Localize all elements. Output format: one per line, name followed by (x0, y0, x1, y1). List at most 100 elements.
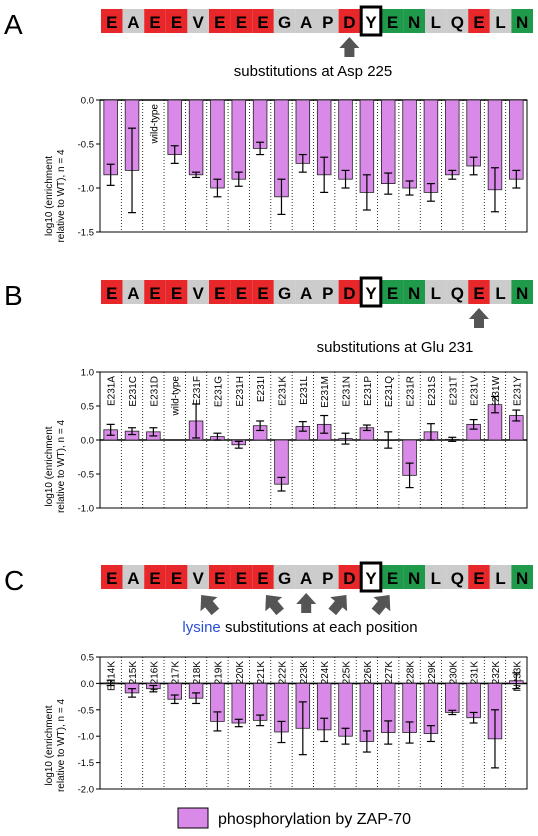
arrow-icon (339, 37, 360, 57)
residue-letter: L (495, 569, 505, 588)
y-tick-label: 0.0 (81, 436, 94, 447)
residue-box (101, 565, 123, 589)
error-bar (298, 701, 307, 756)
bar (466, 99, 481, 167)
residue-letter: E (149, 569, 160, 588)
residue-box (230, 9, 253, 33)
tick-label: E231S (427, 376, 438, 406)
tick-label: N233K (512, 661, 523, 692)
residue-box (338, 280, 361, 304)
error-bar (469, 711, 478, 724)
error-bar (149, 427, 158, 437)
residue-box (230, 280, 253, 304)
tick-label: N228K (406, 661, 417, 692)
arrow-up-icon (339, 37, 360, 57)
residue-letter: E (106, 569, 117, 588)
arrow-icon (200, 595, 220, 616)
y-axis-label-line2: relative to WT), n = 4 (56, 699, 67, 793)
bar (338, 99, 353, 180)
residue-box (511, 280, 533, 304)
error-bar (213, 432, 222, 441)
y-axis-label-line2: relative to WT), n = 4 (56, 149, 67, 243)
residue-letter: E (106, 13, 117, 32)
residue-box (252, 280, 274, 304)
residue-letter: E (257, 569, 268, 588)
tick-label: E231F (192, 376, 203, 405)
y-axis-label-line1: log10 (enrichment (44, 426, 55, 506)
tick-label: E231K (277, 376, 288, 406)
error-bar (192, 171, 201, 179)
y-axis-label-line1: log10 (enrichment (44, 156, 55, 236)
y-axis-label-line2: relative to WT), n = 4 (56, 420, 67, 514)
bar (509, 99, 524, 180)
residue-letter: P (322, 13, 333, 32)
tick-label: E231Q (384, 376, 395, 407)
residue-box (425, 565, 447, 589)
tick-label: E227K (384, 661, 395, 691)
residue-box (122, 565, 145, 589)
residue-box (468, 280, 490, 304)
legend-label: phosphorylation by ZAP-70 (218, 811, 411, 828)
error-bar (362, 174, 371, 211)
arrow-upleft-icon (200, 595, 220, 616)
error-bar (448, 436, 457, 442)
caption: lysine substitutions at each position (182, 619, 417, 636)
error-bar (490, 395, 499, 414)
residue-letter: L (431, 284, 441, 303)
residue-letter: E (171, 569, 182, 588)
residue-box (425, 280, 447, 304)
residue-box (489, 280, 512, 304)
residue-box (360, 565, 382, 589)
tick-label: D225K (342, 661, 353, 692)
residue-box (403, 9, 425, 33)
error-bar (341, 169, 350, 189)
residue-letter: E (171, 13, 182, 32)
arrow-up-icon (469, 308, 489, 328)
error-bar (149, 684, 158, 693)
tick-label: E231C (128, 376, 139, 407)
residue-box (252, 9, 274, 33)
residue-letter: A (300, 569, 312, 588)
residue-letter: E (149, 284, 160, 303)
bar (252, 99, 268, 149)
residue-letter: E (149, 13, 160, 32)
residue-letter: E (473, 284, 484, 303)
residue-letter: N (516, 284, 528, 303)
tick-label: P224K (320, 661, 331, 691)
residue-letter: Y (365, 284, 377, 303)
residue-box (273, 565, 296, 589)
error-bar (426, 725, 435, 743)
bar (231, 683, 247, 724)
error-bar (426, 183, 435, 202)
y-tick-label: -1.5 (78, 758, 94, 769)
error-bar (128, 427, 137, 436)
tick-label: V218K (192, 661, 203, 691)
error-bar (170, 694, 179, 705)
error-bar (320, 717, 329, 743)
error-bar (448, 709, 457, 716)
residue-letter: A (127, 569, 139, 588)
tick-label: L229K (427, 661, 438, 690)
residue-box (360, 9, 382, 33)
tick-label: E231N (342, 376, 353, 407)
error-bar (256, 141, 265, 156)
arrow-icon (328, 595, 348, 616)
tick-label: E231M (320, 376, 331, 408)
tick-label: E214K (107, 661, 118, 691)
bar (423, 99, 439, 193)
tick-label: E231K (470, 661, 481, 691)
y-tick-label: 0.5 (81, 402, 94, 413)
residue-letter: D (343, 569, 355, 588)
error-bar (320, 156, 329, 193)
error-bar (512, 169, 521, 189)
arrow-upleft-icon (265, 595, 284, 616)
tick-label: L232K (491, 661, 502, 690)
arrow-upright-icon (328, 595, 348, 616)
arrow-up-icon (296, 593, 317, 613)
residue-letter: E (473, 13, 484, 32)
tyrosine-outline (359, 5, 383, 37)
caption-text: substitutions at Glu 231 (317, 339, 474, 356)
error-bar (405, 180, 414, 196)
